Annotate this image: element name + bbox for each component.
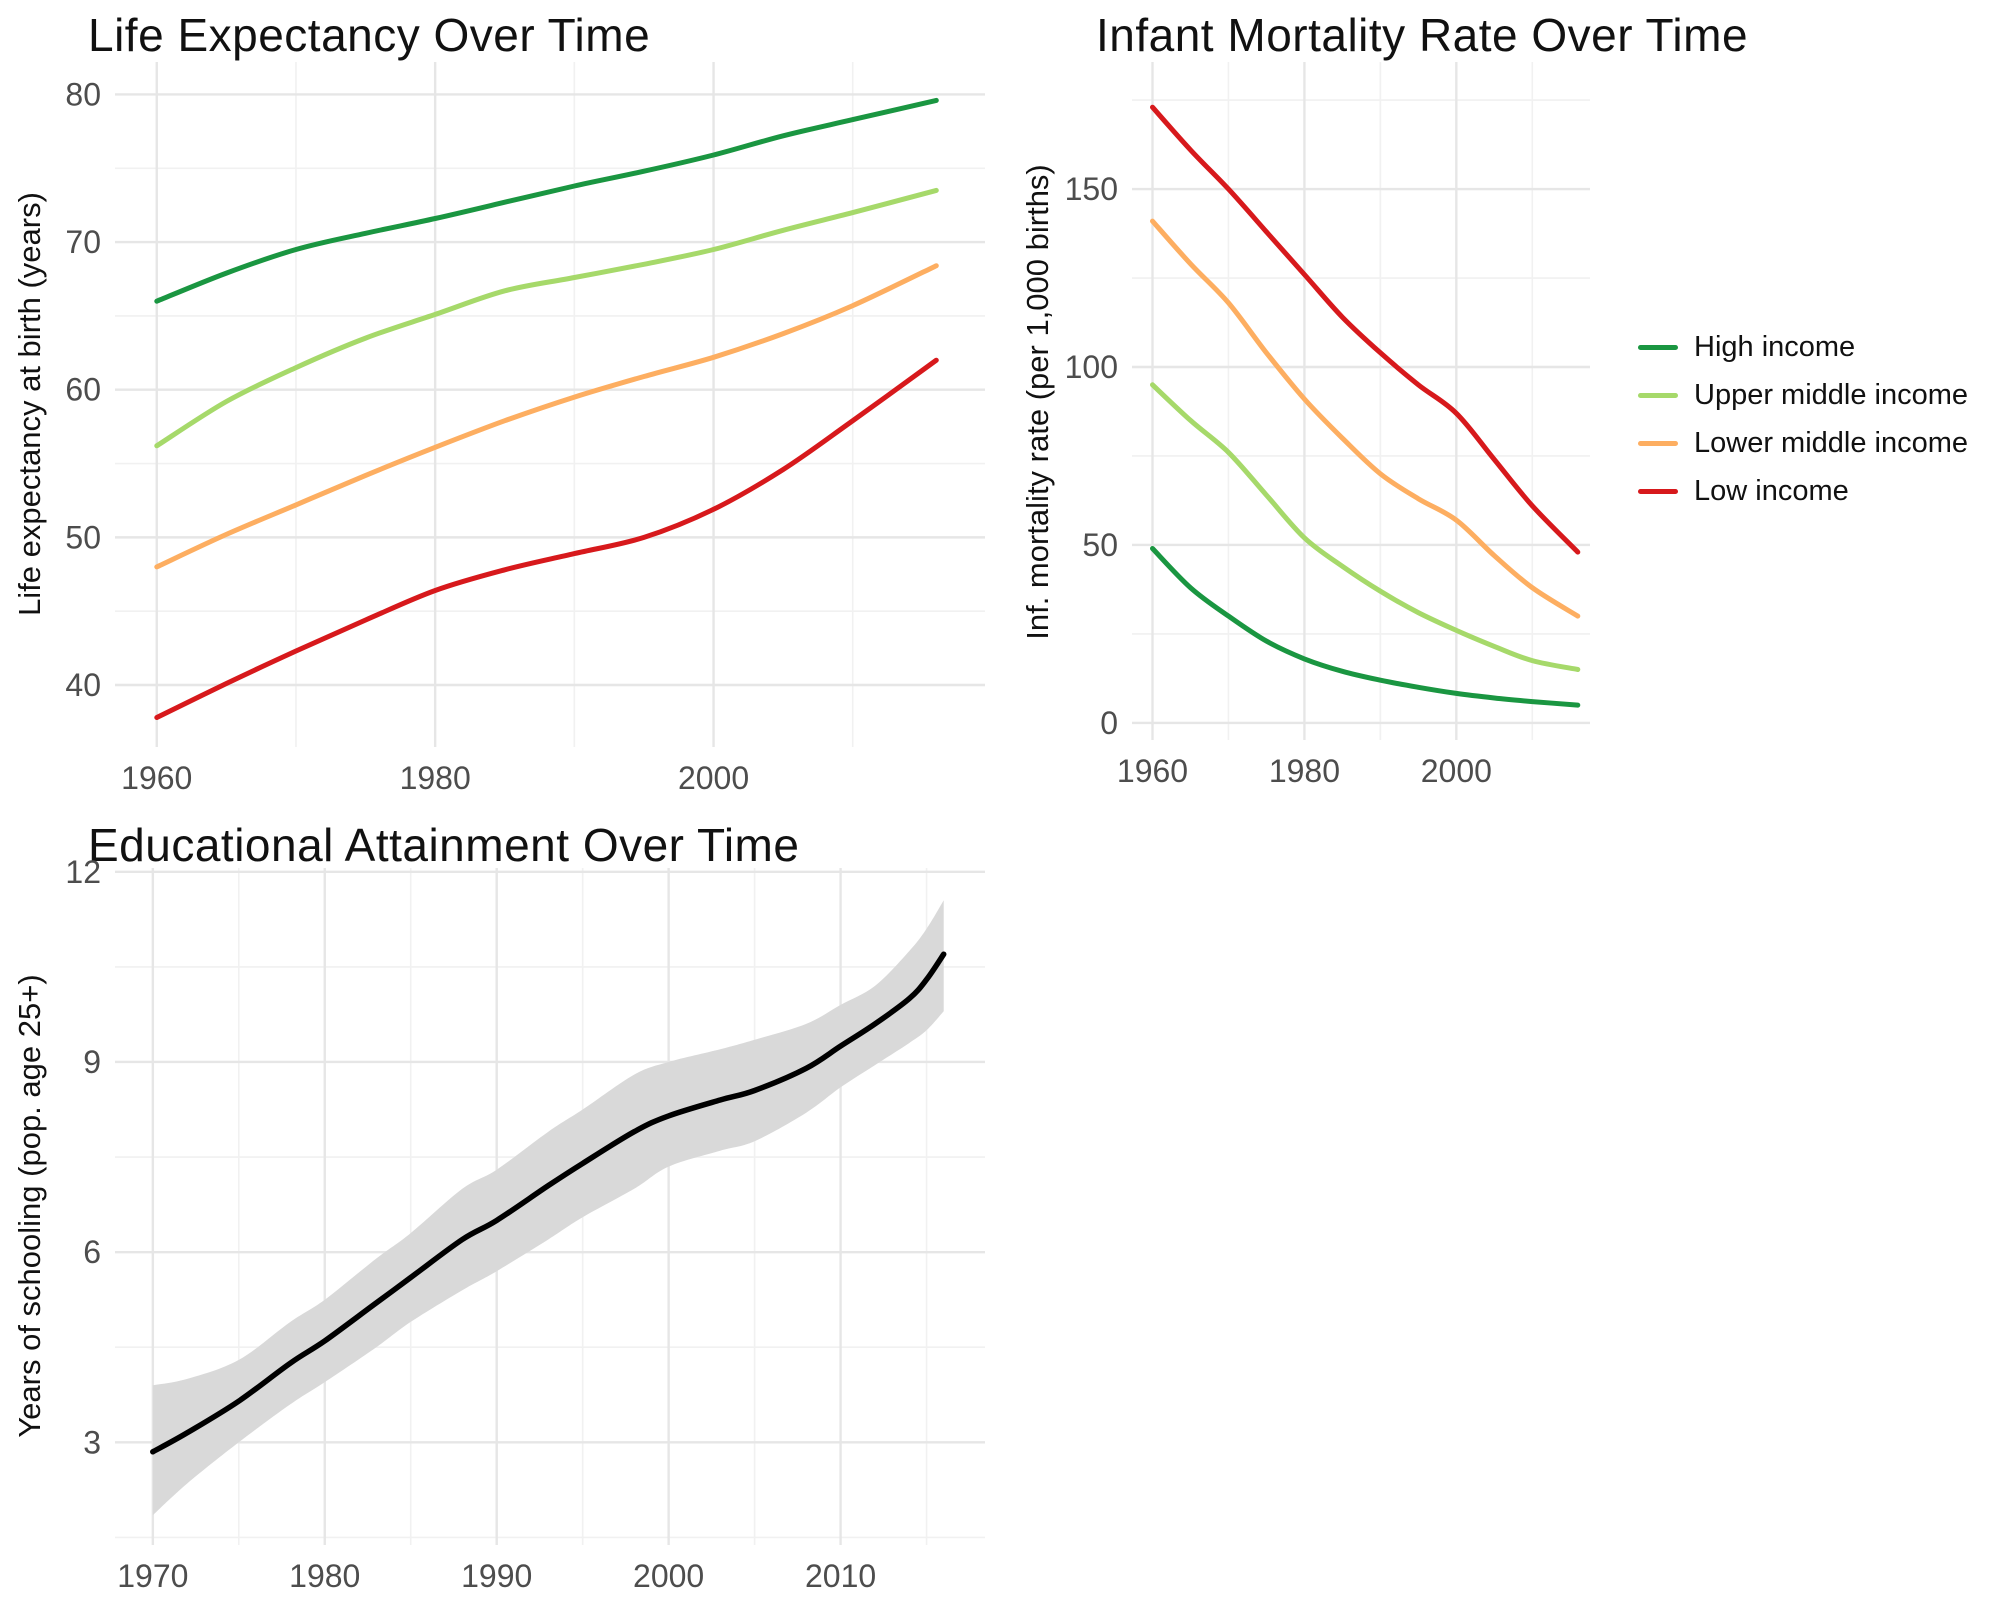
x-tick-label: 1980 <box>1269 753 1340 789</box>
education-chart: 3 6 9 12 1970 1980 1990 2000 2010 <box>65 854 985 1594</box>
infant-mortality-title: Infant Mortality Rate Over Time <box>1096 9 1749 61</box>
series-line-high-income <box>1150 546 1581 708</box>
x-tick-label: 1970 <box>117 1558 188 1594</box>
legend-key-line <box>1638 344 1678 350</box>
y-tick-label: 0 <box>1100 705 1118 741</box>
y-tick-label: 50 <box>1082 527 1118 563</box>
x-tick-label: 2000 <box>633 1558 704 1594</box>
series-line-low-income <box>1150 104 1581 555</box>
y-tick-label: 40 <box>65 667 101 703</box>
y-tick-label: 50 <box>65 519 101 555</box>
x-tick-label: 1960 <box>121 760 192 796</box>
x-tick-label: 1990 <box>461 1558 532 1594</box>
grid-major <box>1132 62 1590 740</box>
grid-minor <box>115 62 985 747</box>
y-tick-label: 3 <box>83 1424 101 1460</box>
legend-label: Low income <box>1694 474 1849 507</box>
y-tick-label: 60 <box>65 372 101 408</box>
y-tick-label: 9 <box>83 1044 101 1080</box>
plot-series <box>1150 104 1581 708</box>
legend: High income Upper middle income Lower midd… <box>1638 323 1968 515</box>
series-line-low-income <box>154 357 939 720</box>
legend-item-low-income: Low income <box>1638 467 1968 515</box>
x-tick-label: 2000 <box>1421 753 1492 789</box>
axis-tick-labels: 40 50 60 70 80 1960 1980 2000 <box>65 76 749 796</box>
series-line-upper-middle-income <box>1150 382 1581 672</box>
legend-label: Lower middle income <box>1694 426 1969 459</box>
y-tick-label: 100 <box>1065 349 1118 385</box>
legend-item-lower-middle-income: Lower middle income <box>1638 419 1968 467</box>
series-line-high-income <box>154 97 939 304</box>
y-tick-label: 12 <box>65 854 101 890</box>
legend-label: Upper middle income <box>1694 378 1969 411</box>
axis-tick-labels: 0 50 100 150 1960 1980 2000 <box>1065 171 1492 789</box>
legend-key-line <box>1638 392 1678 398</box>
legend-item-upper-middle-income: Upper middle income <box>1638 371 1968 419</box>
life-expectancy-chart: 40 50 60 70 80 1960 1980 2000 <box>65 62 985 796</box>
y-tick-label: 150 <box>1065 171 1118 207</box>
series-line-upper-middle-income <box>154 187 939 449</box>
x-tick-label: 1960 <box>1117 753 1188 789</box>
life-expectancy-title: Life Expectancy Over Time <box>88 9 651 61</box>
confidence-ribbon <box>152 900 944 1516</box>
series-line-lower-middle-income <box>154 263 939 570</box>
infant-mortality-chart: 0 50 100 150 1960 1980 2000 <box>1065 62 1590 789</box>
legend-item-high-income: High income <box>1638 323 1968 371</box>
x-tick-label: 2000 <box>678 760 749 796</box>
x-tick-label: 1980 <box>289 1558 360 1594</box>
legend-key-line <box>1638 488 1678 494</box>
x-tick-label: 2010 <box>805 1558 876 1594</box>
series-line-average-years-of-schooling <box>150 951 947 1455</box>
series-line-lower-middle-income <box>1150 218 1581 619</box>
education-title: Educational Attainment Over Time <box>88 819 800 871</box>
legend-key-line <box>1638 440 1678 446</box>
grid-major <box>115 62 985 747</box>
legend-label: High income <box>1694 330 1856 363</box>
axis-tick-labels: 3 6 9 12 1970 1980 1990 2000 2010 <box>65 854 876 1594</box>
x-tick-label: 1980 <box>400 760 471 796</box>
y-tick-label: 6 <box>83 1234 101 1270</box>
plot-series <box>154 97 939 720</box>
y-tick-label: 80 <box>65 76 101 112</box>
plot-series <box>150 900 947 1516</box>
y-tick-label: 70 <box>65 224 101 260</box>
